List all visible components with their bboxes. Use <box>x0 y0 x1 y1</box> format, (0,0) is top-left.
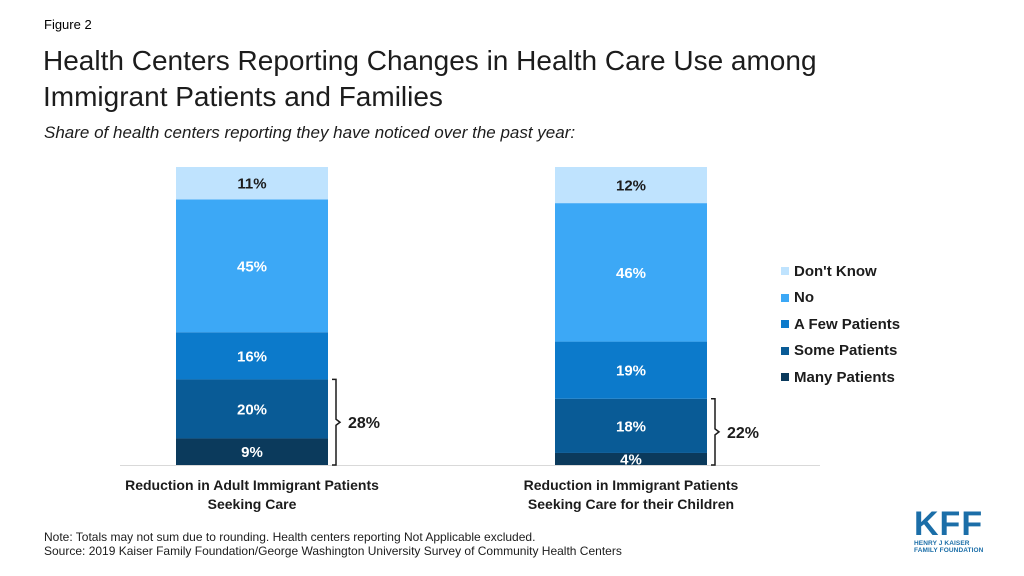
data-label-many-patients-2: 4% <box>620 451 642 468</box>
legend-swatch-no <box>781 293 789 302</box>
legend-swatch-dont-know <box>781 267 789 276</box>
data-label-no-2: 46% <box>616 265 646 282</box>
legend-label-many-patients: Many Patients <box>794 368 895 386</box>
category-label-1-line-1: Reduction in Adult Immigrant Patients <box>125 477 379 493</box>
legend-swatch-some-patients <box>781 346 789 355</box>
bar-segment-don-t-know-2 <box>555 167 707 204</box>
bar-segment-many-patients-2 <box>555 452 707 465</box>
bar-segment-no-1 <box>176 199 328 333</box>
category-label-1-line-2: Seeking Care <box>208 496 297 512</box>
logo-line-2: FAMILY FOUNDATION <box>914 547 984 554</box>
bracket-total-label-2: 22% <box>727 425 759 442</box>
logo-letters: KFF <box>914 505 984 543</box>
legend-label-a-few-patients: A Few Patients <box>794 315 901 333</box>
bar-segment-no-2 <box>555 203 707 342</box>
bar-segment-a-few-patients-2 <box>555 341 707 399</box>
legend-item-a-few-patients: A Few Patients <box>781 311 900 338</box>
data-label-a-few-patients-1: 16% <box>237 348 267 365</box>
data-label-some-patients-1: 20% <box>237 401 267 418</box>
bar-segment-some-patients-1 <box>176 379 328 439</box>
logo-line-1: HENRY J KAISER <box>914 540 970 547</box>
data-label-don-t-know-1: 11% <box>237 176 266 193</box>
legend-item-no: No <box>781 285 900 312</box>
legend-label-some-patients: Some Patients <box>794 342 898 360</box>
legend-item-many-patients: Many Patients <box>781 364 900 391</box>
legend-item-dont-know: Don't Know <box>781 258 900 285</box>
data-label-don-t-know-2: 12% <box>616 178 646 195</box>
note-text: Note: Totals may not sum due to rounding… <box>44 530 536 544</box>
bracket-1 <box>332 378 342 466</box>
data-label-some-patients-2: 18% <box>616 418 646 435</box>
category-label-2-line-1: Reduction in Immigrant Patients <box>524 477 739 493</box>
bar-segment-don-t-know-1 <box>176 167 328 200</box>
legend-label-no: No <box>794 289 814 307</box>
legend-swatch-a-few-patients <box>781 320 789 329</box>
bar-segment-many-patients-1 <box>176 438 328 465</box>
data-label-many-patients-1: 9% <box>241 444 263 461</box>
legend-label-dont-know: Don't Know <box>794 262 877 280</box>
figure-label: Figure 2 <box>44 17 92 32</box>
legend-swatch-many-patients <box>781 373 789 382</box>
kff-logo: KFF HENRY J KAISER FAMILY FOUNDATION <box>914 505 988 554</box>
legend-item-some-patients: Some Patients <box>781 338 900 365</box>
chart-title: Health Centers Reporting Changes in Heal… <box>43 45 817 112</box>
bar-segment-a-few-patients-1 <box>176 332 328 380</box>
bracket-total-label-1: 28% <box>348 415 380 432</box>
bracket-2 <box>711 398 721 466</box>
source-text: Source: 2019 Kaiser Family Foundation/Ge… <box>44 544 622 558</box>
chart-subtitle: Share of health centers reporting they h… <box>44 123 576 142</box>
data-label-a-few-patients-2: 19% <box>616 363 646 380</box>
legend: Don't Know No A Few Patients Some Patien… <box>781 258 900 391</box>
footnote: Note: Totals may not sum due to rounding… <box>44 530 622 558</box>
bar-segment-some-patients-2 <box>555 398 707 453</box>
category-label-2-line-2: Seeking Care for their Children <box>528 496 734 512</box>
data-label-no-1: 45% <box>237 258 267 275</box>
